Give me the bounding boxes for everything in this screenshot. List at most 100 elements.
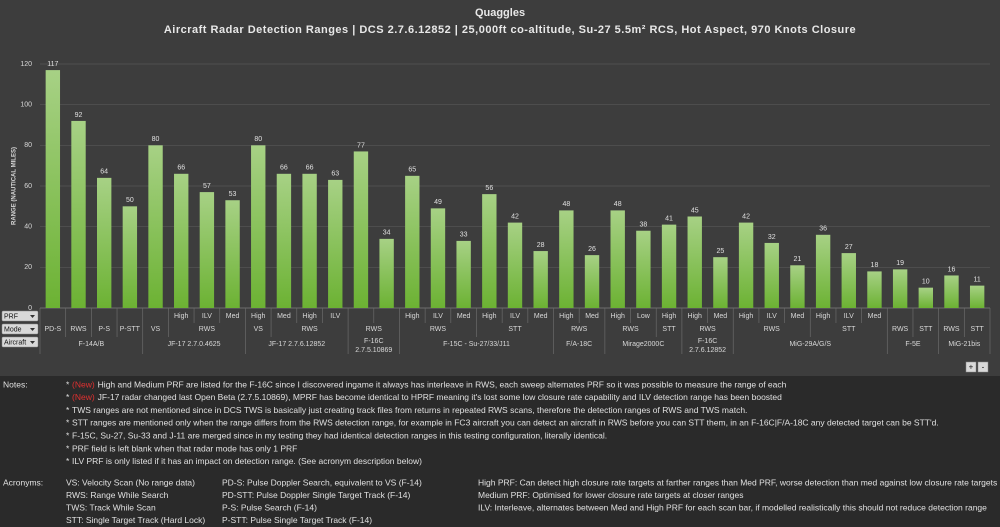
zoom-button[interactable]: + <box>965 361 977 373</box>
y-tick-label: 60 <box>24 183 32 190</box>
prf-label: High <box>405 313 420 320</box>
value-label: 42 <box>511 213 519 220</box>
value-label: 25 <box>717 248 725 255</box>
prf-label: High <box>251 313 266 320</box>
value-label: 53 <box>229 191 237 198</box>
prf-label: High <box>610 313 625 320</box>
mode-label: STT <box>842 326 856 333</box>
aircraft-label: MiG-29A/G/S <box>789 341 831 348</box>
mode-label: RWS <box>571 326 588 333</box>
zoom-button-box <box>965 361 977 373</box>
value-label: 48 <box>562 201 570 208</box>
field-button-label: PRF <box>4 313 18 320</box>
value-label: 49 <box>434 199 442 206</box>
mode-label: RWS <box>70 326 87 333</box>
value-label: 48 <box>614 201 622 208</box>
field-button[interactable]: Mode <box>1 323 39 335</box>
value-label: 92 <box>75 112 83 119</box>
value-label: 21 <box>794 256 802 263</box>
value-label: 28 <box>537 242 545 249</box>
y-tick-label: 40 <box>24 224 32 231</box>
value-label: 42 <box>742 213 750 220</box>
mode-label: STT <box>919 326 933 333</box>
value-label: 66 <box>177 165 185 172</box>
note-text: ILV PRF is only listed if it has an impa… <box>72 456 422 466</box>
value-label: 16 <box>948 266 956 273</box>
bar <box>148 145 163 308</box>
note-text: PRF field is left blank when that radar … <box>72 443 297 453</box>
field-button[interactable]: Aircraft <box>1 336 39 348</box>
bar <box>584 255 600 308</box>
mode-label: RWS <box>366 326 383 333</box>
bar <box>815 234 831 308</box>
bar <box>276 173 292 308</box>
zoom-button-box <box>977 361 989 373</box>
prf-label: Med <box>534 313 548 320</box>
value-label: 66 <box>280 165 288 172</box>
acronym: P-S: Pulse Search (F-14) <box>222 502 317 512</box>
notes-background <box>0 376 1000 527</box>
bar <box>405 175 420 308</box>
note-text: JF-17 radar changed last Open Beta (2.7.… <box>98 392 782 402</box>
bar <box>944 275 959 308</box>
mode-label: RWS <box>943 326 960 333</box>
mode-label: RWS <box>301 326 318 333</box>
prf-label: Low <box>637 313 651 320</box>
bar <box>379 238 394 308</box>
aircraft-label: F-14A/B <box>79 341 105 348</box>
field-button[interactable]: PRF <box>1 310 39 322</box>
zoom-button[interactable]: - <box>977 361 989 373</box>
bar <box>713 257 728 308</box>
note-bullet: * <box>66 379 70 389</box>
value-label: 57 <box>203 183 211 190</box>
prf-label: High <box>662 313 677 320</box>
mode-label: RWS <box>892 326 909 333</box>
prf-label: Med <box>791 313 805 320</box>
field-button-label: Aircraft <box>4 339 26 346</box>
value-label: 11 <box>974 276 981 283</box>
value-label: 80 <box>152 136 160 143</box>
prf-label: High <box>302 313 317 320</box>
value-label: 63 <box>331 171 339 178</box>
prf-label: Med <box>585 313 599 320</box>
note-bullet: * <box>66 405 70 415</box>
note-bullet: * <box>66 456 70 466</box>
value-label: 117 <box>47 61 58 68</box>
aircraft-label: F-16C <box>698 338 717 345</box>
mode-label: VS <box>151 326 161 333</box>
zoom-button-label: + <box>969 363 974 372</box>
mode-label: RWS <box>199 326 216 333</box>
note-text: F-15C, Su-27, Su-33 and J-11 are merged … <box>72 430 607 440</box>
acronym: P-STT: Pulse Single Target Track (F-14) <box>222 515 372 525</box>
value-label: 56 <box>485 185 493 192</box>
field-button-box <box>1 310 39 322</box>
value-label: 38 <box>639 222 647 229</box>
prf-label: ILV <box>767 313 777 320</box>
value-label: 10 <box>922 279 930 286</box>
mode-label: RWS <box>622 326 639 333</box>
bar <box>225 200 240 308</box>
value-label: 27 <box>845 244 853 251</box>
value-label: 45 <box>691 207 699 214</box>
acronym: PD-STT: Pulse Doppler Single Target Trac… <box>222 490 410 500</box>
value-label: 36 <box>819 226 827 233</box>
bar <box>661 224 677 308</box>
bar <box>199 192 215 308</box>
field-button-box <box>1 323 39 335</box>
acronym: ILV: Interleave, alternates between Med … <box>478 502 987 512</box>
note-text: TWS ranges are not mentioned since in DC… <box>72 405 747 415</box>
acronym: VS: Velocity Scan (No range data) <box>66 477 195 487</box>
note-text: STT ranges are mentioned only when the r… <box>72 418 939 428</box>
value-label: 18 <box>871 262 879 269</box>
y-tick-label: 80 <box>24 142 32 149</box>
bar <box>302 173 317 308</box>
bar <box>353 151 369 308</box>
mode-label: STT <box>662 326 676 333</box>
bar <box>122 206 138 308</box>
note-tag: (New) <box>72 392 95 402</box>
aircraft-label: 2.7.6.12852 <box>689 347 726 354</box>
acronym: TWS: Track While Scan <box>66 502 156 512</box>
prf-label: ILV <box>844 313 854 320</box>
mode-label: P-STT <box>120 326 141 333</box>
